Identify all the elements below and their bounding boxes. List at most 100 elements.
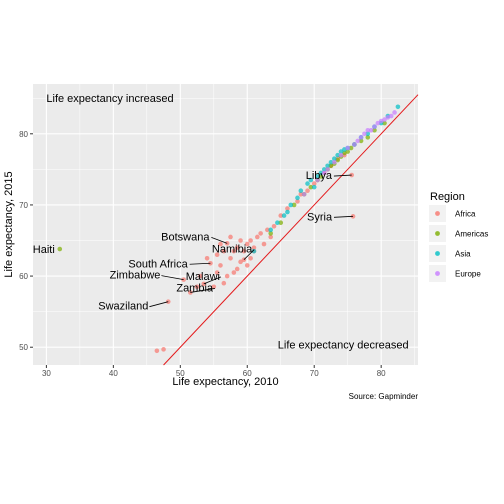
point-africa	[201, 281, 207, 287]
point-europe	[321, 170, 327, 176]
point-asia	[281, 213, 287, 218]
point-americas	[365, 135, 371, 140]
point-africa	[238, 238, 243, 243]
point-africa	[211, 284, 217, 290]
points-layer	[57, 104, 401, 354]
point-europe	[338, 152, 344, 158]
legend-key-americas	[435, 231, 440, 236]
y-axis-title: Life expectancy, 2015	[3, 171, 15, 277]
point-africa	[221, 248, 227, 254]
point-africa	[198, 273, 203, 279]
leader-line	[211, 236, 228, 244]
point-americas	[308, 184, 314, 190]
point-americas	[57, 246, 63, 252]
grid-minor	[33, 84, 418, 365]
leader-line	[333, 215, 354, 218]
point-europe	[388, 113, 394, 119]
point-africa	[154, 348, 160, 354]
point-africa	[255, 234, 260, 240]
point-africa	[214, 270, 220, 275]
point-asia	[311, 184, 317, 190]
country-label: Botswana	[161, 231, 210, 243]
annotation-decreased: Life expectancy decreased	[278, 340, 409, 352]
x-tick-label: 70	[310, 369, 319, 378]
point-africa	[305, 188, 310, 194]
country-label: Zambia	[176, 282, 214, 294]
point-africa	[265, 227, 270, 233]
point-asia	[251, 248, 257, 254]
country-label: Haiti	[33, 244, 55, 256]
caption: Source: Gapminder	[349, 392, 419, 401]
country-label: Swaziland	[98, 301, 148, 313]
point-europe	[362, 131, 367, 137]
x-tick-label: 50	[176, 369, 185, 378]
point-asia	[285, 209, 290, 215]
point-americas	[278, 220, 284, 226]
country-label: South Africa	[128, 258, 188, 270]
point-africa	[218, 263, 223, 268]
point-americas	[328, 163, 334, 169]
legend-title: Region	[430, 191, 465, 203]
point-africa	[311, 181, 317, 186]
point-africa	[248, 238, 253, 243]
legend-label: Americas	[455, 230, 488, 239]
point-asia	[332, 156, 337, 161]
point-africa	[278, 213, 284, 218]
y-axis-ticks: 50 60 70 80	[19, 130, 33, 352]
reference-line-group	[163, 94, 419, 366]
x-axis-ticks: 30 40 50 60 70 80	[42, 365, 386, 378]
point-europe	[375, 120, 381, 126]
country-label: Libya	[306, 170, 333, 182]
point-asia	[395, 104, 401, 110]
leader-line	[149, 301, 169, 308]
legend-key-europe	[435, 271, 440, 276]
point-europe	[345, 145, 350, 151]
point-asia	[298, 188, 304, 194]
reference-line	[163, 94, 419, 366]
x-tick-label: 60	[243, 369, 252, 378]
x-axis-title: Life expectancy, 2010	[172, 376, 278, 388]
point-asia	[328, 159, 334, 165]
point-africa	[214, 252, 220, 258]
point-africa	[298, 191, 304, 197]
point-africa	[268, 234, 273, 240]
legend-key-asia	[435, 251, 440, 256]
point-africa	[251, 245, 257, 250]
point-europe	[332, 159, 337, 165]
leader-line	[333, 174, 352, 177]
point-africa	[218, 241, 223, 247]
point-africa	[228, 234, 233, 240]
point-africa	[244, 263, 250, 268]
point-africa	[285, 206, 290, 211]
plot-panel	[33, 84, 418, 365]
leader-line	[161, 275, 184, 281]
point-americas	[358, 138, 364, 144]
point-africa	[349, 172, 355, 178]
country-label: Malawi	[186, 271, 220, 283]
point-asia	[268, 227, 273, 233]
leader-line	[243, 249, 255, 260]
point-asia	[308, 177, 314, 183]
annotations-layer: Life expectancy increased Life expectancy…	[46, 93, 408, 352]
point-europe	[365, 127, 371, 133]
point-asia	[275, 220, 280, 226]
y-tick-label: 80	[19, 130, 28, 139]
y-tick-label: 60	[19, 272, 28, 281]
point-europe	[315, 177, 320, 183]
point-europe	[358, 135, 364, 140]
point-europe	[301, 191, 307, 197]
leader-line	[203, 276, 222, 285]
point-europe	[392, 110, 397, 115]
point-africa	[204, 255, 210, 261]
leader-line	[190, 288, 215, 293]
point-africa	[161, 347, 166, 352]
point-africa	[231, 248, 237, 254]
point-americas	[268, 231, 273, 236]
point-europe	[352, 142, 357, 147]
point-africa	[271, 223, 277, 229]
point-africa	[234, 245, 240, 250]
x-tick-label: 30	[42, 369, 51, 378]
country-label: Namibia	[212, 244, 253, 256]
point-americas	[318, 174, 324, 179]
